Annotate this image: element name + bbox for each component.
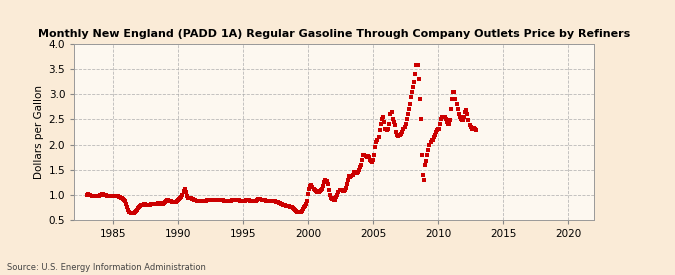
Text: Source: U.S. Energy Information Administration: Source: U.S. Energy Information Administ…: [7, 263, 206, 272]
Title: Monthly New England (PADD 1A) Regular Gasoline Through Company Outlets Price by : Monthly New England (PADD 1A) Regular Ga…: [38, 29, 630, 39]
Y-axis label: Dollars per Gallon: Dollars per Gallon: [34, 85, 45, 179]
